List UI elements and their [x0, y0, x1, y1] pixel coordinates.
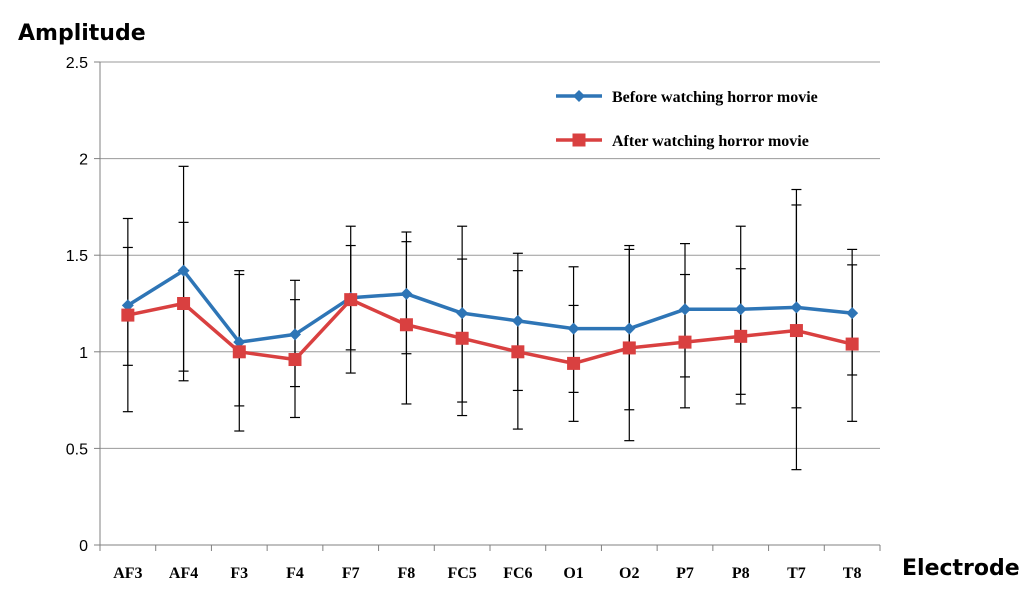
- data-point-1: [399, 318, 413, 332]
- x-tick-label: F3: [230, 565, 248, 582]
- x-axis-title: Electrode: [902, 556, 1020, 581]
- legend-marker: [572, 133, 586, 147]
- data-point-0: [289, 328, 301, 341]
- data-point-0: [177, 264, 190, 277]
- data-point-1: [845, 337, 859, 351]
- data-point-1: [678, 335, 692, 349]
- data-point-0: [567, 322, 580, 335]
- x-tick-label: T7: [787, 565, 806, 582]
- data-point-1: [622, 341, 636, 355]
- data-point-0: [400, 287, 413, 300]
- data-point-1: [511, 345, 525, 359]
- data-point-1: [344, 293, 358, 307]
- x-tick-label: AF4: [169, 565, 198, 582]
- y-axis-title: Amplitude: [18, 21, 146, 46]
- data-point-0: [623, 322, 636, 335]
- y-tick-label: 2.5: [66, 55, 88, 72]
- data-point-1: [121, 308, 135, 322]
- gridlines: [100, 61, 880, 449]
- series-line-0: [126, 268, 853, 344]
- legend-marker: [573, 90, 585, 102]
- data-point-1: [789, 324, 803, 338]
- data-point-1: [567, 356, 581, 370]
- data-point-0: [846, 307, 859, 320]
- x-tick-label: FC6: [503, 565, 532, 582]
- series-line-1: [127, 297, 853, 366]
- x-tick-label: P8: [732, 565, 750, 582]
- data-point-1: [734, 329, 748, 343]
- data-point-1: [288, 353, 302, 367]
- x-tick-labels: AF3 AF4 F3 F4 F7 F8 FC5 FC6 O1 O2 P7 P8 T7 T8: [113, 565, 861, 582]
- data-point-0: [679, 303, 691, 316]
- y-tick-label: 1: [79, 345, 88, 362]
- legend-label: Before watching horror movie: [612, 89, 818, 106]
- data-point-0: [790, 301, 803, 314]
- x-tick-label: AF3: [113, 565, 142, 582]
- x-tick-label: F7: [342, 565, 360, 582]
- y-tick-labels: 0 0.5 1 1.5 2 2.5: [66, 55, 88, 555]
- legend-label: After watching horror movie: [612, 133, 809, 150]
- x-tick-label: F8: [398, 565, 416, 582]
- axes: [94, 61, 881, 551]
- x-tick-label: T8: [843, 565, 862, 582]
- data-point-1: [232, 345, 246, 359]
- data-point-0: [734, 303, 747, 316]
- data-point-0: [456, 307, 469, 320]
- series: [121, 264, 859, 370]
- x-tick-label: FC5: [447, 565, 476, 582]
- y-tick-label: 1.5: [66, 248, 88, 265]
- y-tick-label: 2: [79, 152, 88, 169]
- y-tick-label: 0: [79, 538, 88, 555]
- data-point-1: [455, 331, 469, 345]
- x-tick-label: P7: [676, 565, 694, 582]
- data-point-0: [121, 299, 134, 312]
- x-tick-label: F4: [286, 565, 304, 582]
- x-tick-label: O2: [619, 565, 639, 582]
- legend: Before watching horror movie After watchi…: [556, 89, 818, 150]
- data-point-1: [177, 297, 191, 310]
- data-point-0: [233, 336, 246, 349]
- x-tick-label: O1: [563, 565, 583, 582]
- data-point-0: [511, 314, 524, 327]
- y-tick-label: 0.5: [66, 441, 88, 458]
